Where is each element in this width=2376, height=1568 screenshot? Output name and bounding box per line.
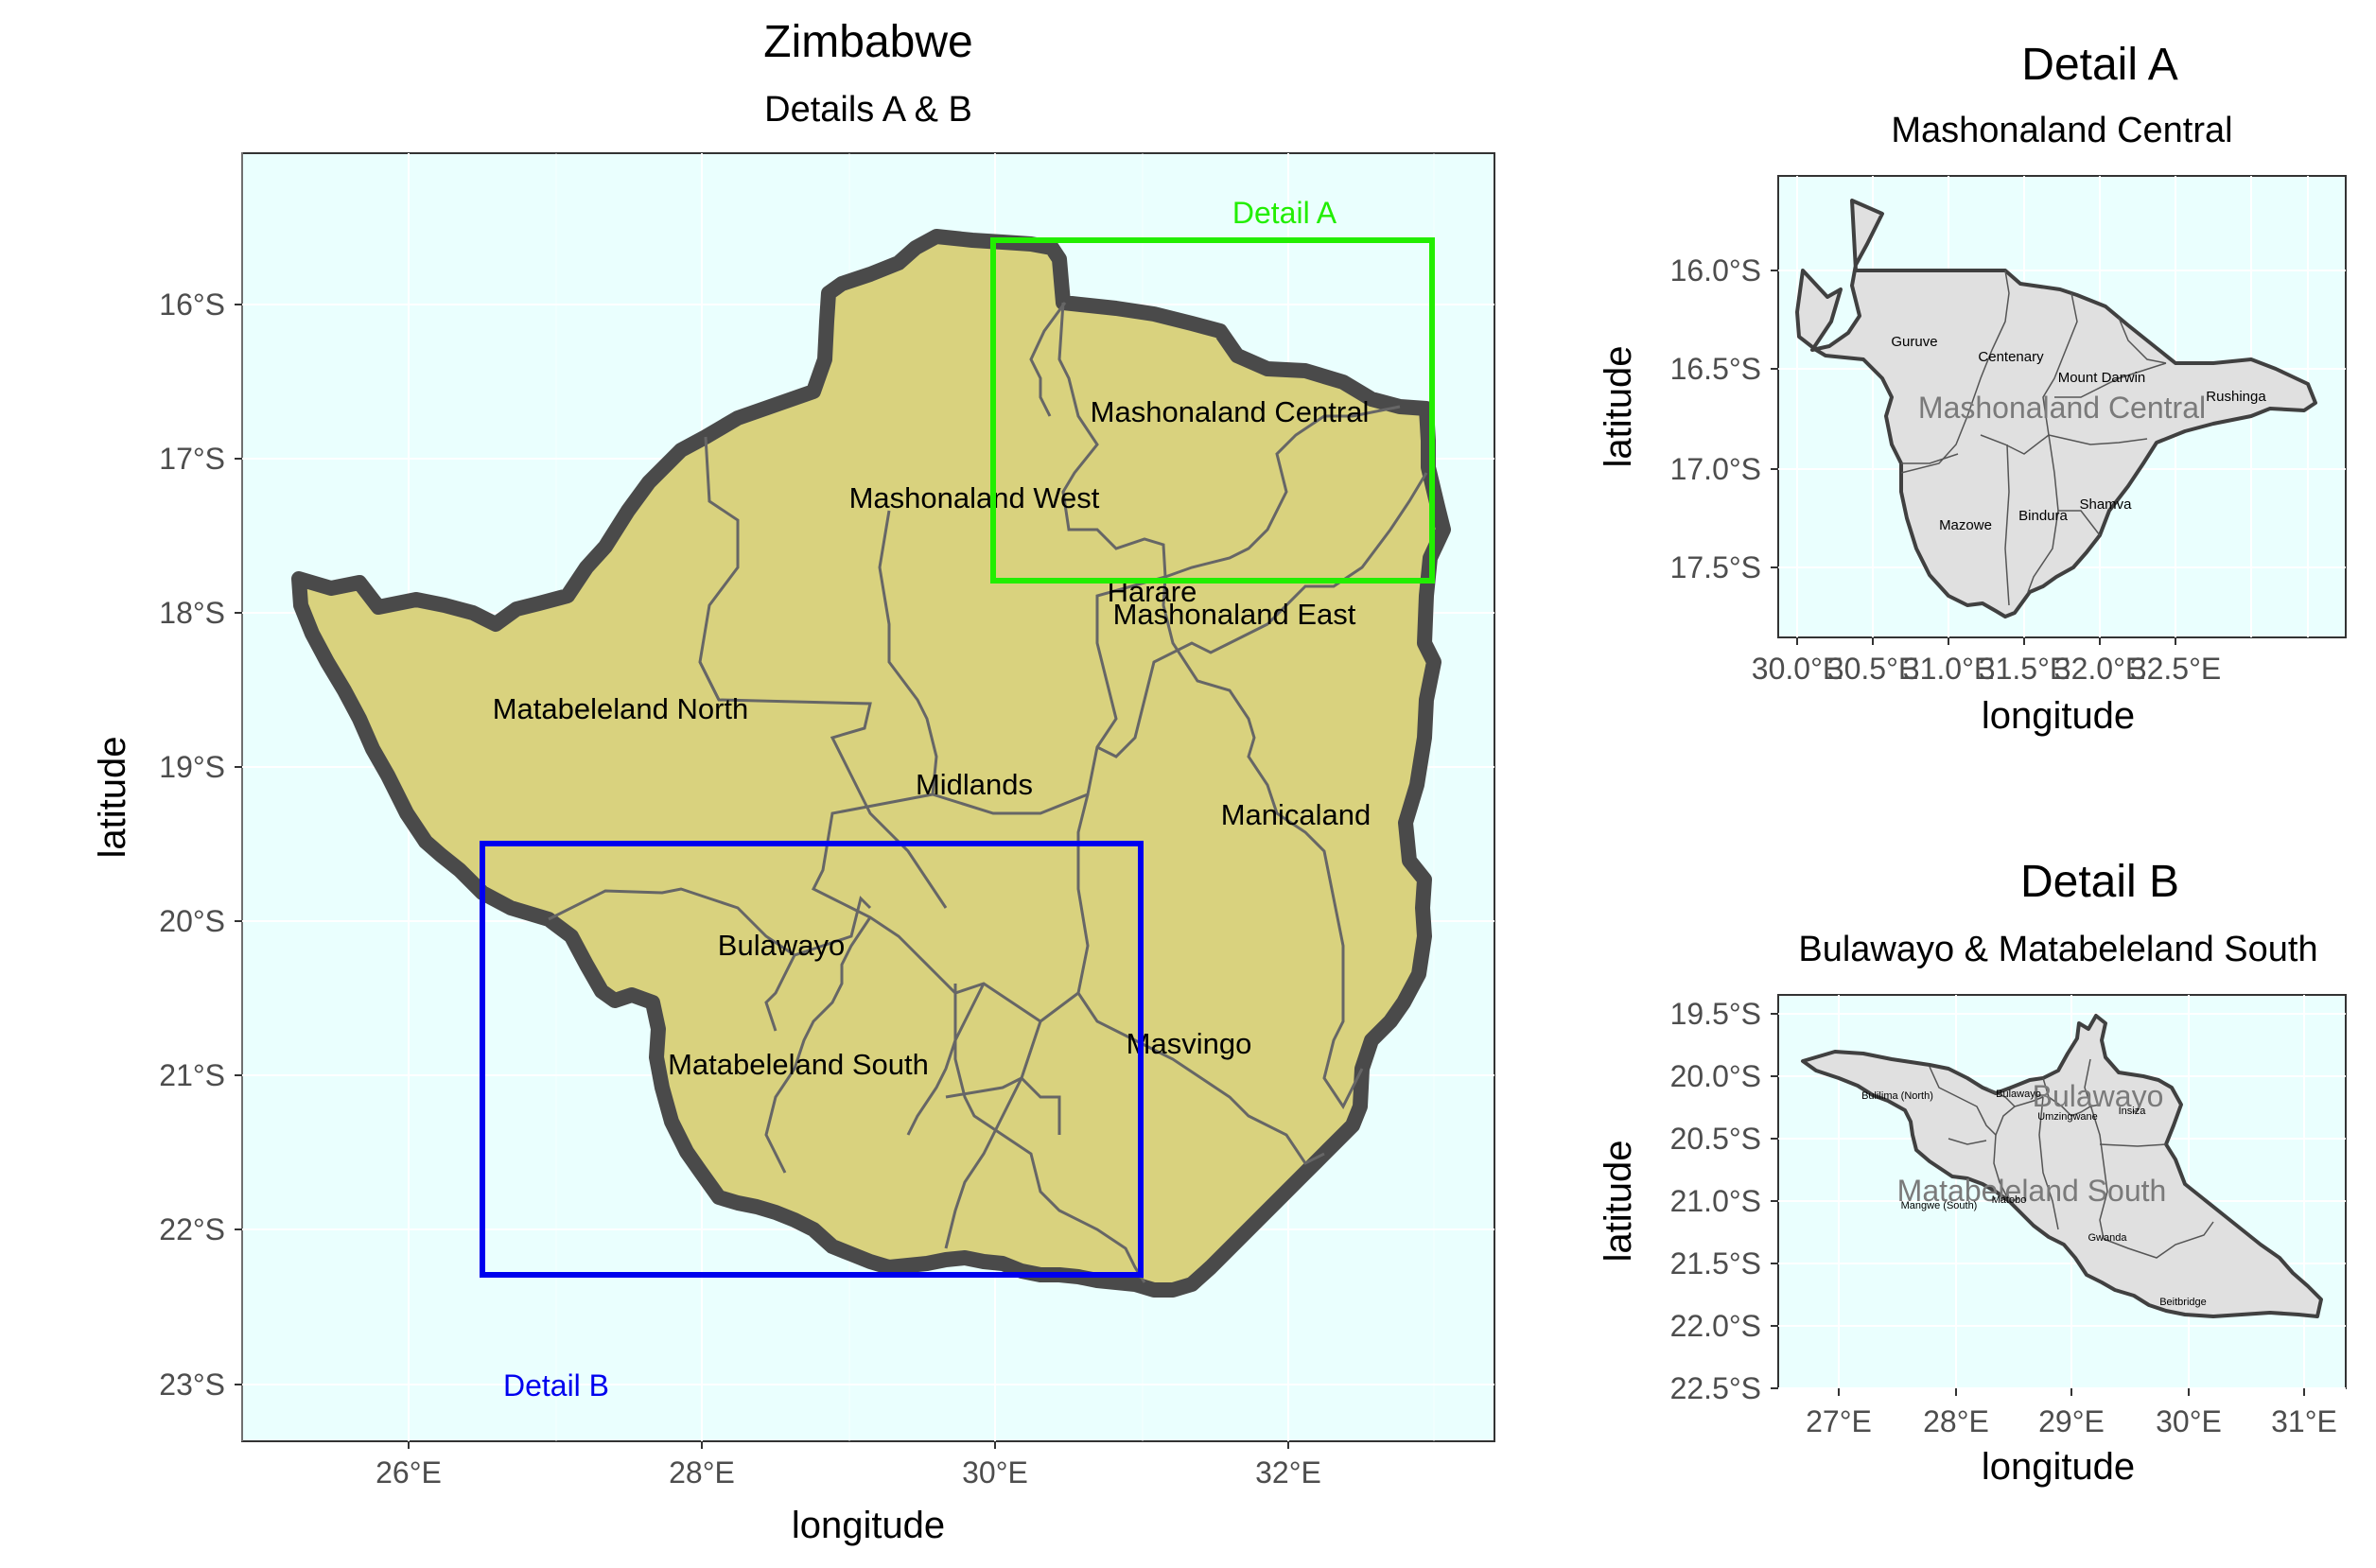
- main-map-panel: Mashonaland Central Mashonaland West Har…: [241, 151, 1495, 1442]
- detail-a-x-tick: 31.5°E: [1979, 652, 2070, 686]
- detail-a-label: Detail A: [1232, 196, 1337, 230]
- district-label-guruve: Guruve: [1891, 334, 1937, 350]
- detail-b-y-tick: 20.0°S: [1670, 1059, 1761, 1093]
- main-y-tick: 17°S: [159, 442, 225, 476]
- detail-a-region-label: Mashonaland Central: [1918, 391, 2206, 425]
- district-label-umzingwane: Umzingwane: [2037, 1111, 2098, 1123]
- main-map-subtitle: Details A & B: [764, 90, 972, 130]
- detail-a-x-tick: 32.5°E: [2130, 652, 2221, 686]
- district-label-mangwe-south: Mangwe (South): [1901, 1200, 1978, 1211]
- matabeleland-south-outline: [1801, 1014, 2323, 1318]
- detail-a-y-tick: 16.0°S: [1670, 253, 1761, 287]
- district-label-mazowe: Mazowe: [1939, 517, 1992, 533]
- main-y-tick: 22°S: [159, 1212, 225, 1246]
- detail-a-y-tick: 17.0°S: [1670, 452, 1761, 486]
- detail-b-x-tick: 29°E: [2038, 1404, 2105, 1438]
- detail-b-district-borders: [1929, 1058, 2214, 1259]
- main-y-tick: 19°S: [159, 750, 225, 784]
- detail-b-y-tick: 22.0°S: [1670, 1309, 1761, 1343]
- main-x-tick: 26°E: [376, 1455, 442, 1490]
- district-label-mount-darwin: Mount Darwin: [2058, 370, 2146, 386]
- detail-b-y-tick: 21.5°S: [1670, 1246, 1761, 1281]
- detail-b-ylabel: latitude: [1598, 1141, 1639, 1263]
- main-y-tick: 20°S: [159, 904, 225, 938]
- detail-a-subtitle: Mashonaland Central: [1891, 111, 2232, 150]
- zimbabwe-outline: [291, 229, 1451, 1298]
- detail-b-y-tick: 21.0°S: [1670, 1184, 1761, 1218]
- district-label-bulilima-north: Bulilima (North): [1861, 1090, 1933, 1102]
- detail-b-xlabel: longitude: [1982, 1446, 2135, 1488]
- detail-a-xlabel: longitude: [1982, 695, 2135, 737]
- district-label-beitbridge: Beitbridge: [2159, 1297, 2207, 1308]
- detail-b-y-tick: 20.5°S: [1670, 1122, 1761, 1156]
- main-map-xlabel: longitude: [792, 1505, 945, 1546]
- region-label-matabeleland-south: Matabeleland South: [668, 1048, 929, 1081]
- main-map-x-axis: 26°E 28°E 30°E 32°E longitude: [376, 1441, 1321, 1546]
- detail-a-x-tick: 31.0°E: [1903, 652, 1994, 686]
- detail-b-x-tick: 30°E: [2156, 1404, 2222, 1438]
- district-label-centenary: Centenary: [1978, 349, 2044, 365]
- detail-b-y-axis: 19.5°S 20.0°S 20.5°S 21.0°S 21.5°S 22.0°…: [1598, 997, 1778, 1405]
- region-label-mashonaland-west: Mashonaland West: [849, 481, 1100, 514]
- detail-a-x-tick: 32.0°E: [2054, 652, 2145, 686]
- region-label-midlands: Midlands: [916, 768, 1033, 801]
- detail-a-y-tick: 17.5°S: [1670, 550, 1761, 584]
- region-label-mashonaland-east: Mashonaland East: [1113, 598, 1356, 631]
- detail-a-y-tick: 16.5°S: [1670, 352, 1761, 386]
- detail-a-title: Detail A: [2021, 40, 2177, 90]
- detail-b-region-label-matabeleland-south: Matabeleland South: [1897, 1174, 2167, 1208]
- detail-a-ylabel: latitude: [1598, 346, 1639, 468]
- main-x-tick: 32°E: [1255, 1455, 1321, 1490]
- main-y-tick: 23°S: [159, 1368, 225, 1402]
- district-label-insiza: Insiza: [2119, 1106, 2147, 1117]
- district-label-matobo: Matobo: [1992, 1194, 2027, 1206]
- district-label-bindura: Bindura: [2018, 508, 2068, 524]
- district-label-bulawayo: Bulawayo: [1996, 1089, 2041, 1100]
- district-label-rushinga: Rushinga: [2206, 389, 2266, 405]
- region-label-manicaland: Manicaland: [1221, 798, 1371, 831]
- main-y-tick: 21°S: [159, 1058, 225, 1092]
- detail-b-title: Detail B: [2020, 857, 2179, 907]
- region-label-masvingo: Masvingo: [1127, 1027, 1252, 1060]
- detail-b-subtitle: Bulawayo & Matabeleland South: [1798, 930, 2317, 969]
- detail-b-x-axis: 27°E 28°E 29°E 30°E 31°E longitude: [1806, 1388, 2337, 1488]
- detail-b-y-tick: 19.5°S: [1670, 997, 1761, 1031]
- region-label-matabeleland-north: Matabeleland North: [493, 692, 749, 725]
- detail-a-x-tick: 30.5°E: [1827, 652, 1918, 686]
- detail-a-x-tick: 30.0°E: [1752, 652, 1843, 686]
- main-y-tick: 18°S: [159, 596, 225, 630]
- detail-a-district-borders: [1900, 270, 2167, 606]
- detail-b-y-tick: 22.5°S: [1670, 1371, 1761, 1405]
- main-map-ylabel: latitude: [92, 737, 133, 859]
- main-map-title: Zimbabwe: [763, 17, 972, 67]
- region-label-mashonaland-central: Mashonaland Central: [1091, 395, 1370, 428]
- detail-b-label: Detail B: [503, 1368, 609, 1402]
- main-map-y-axis: 16°S 17°S 18°S 19°S 20°S 21°S 22°S 23°S …: [92, 287, 242, 1402]
- detail-b-x-tick: 31°E: [2271, 1404, 2337, 1438]
- main-y-tick: 16°S: [159, 287, 225, 322]
- district-label-gwanda: Gwanda: [2088, 1232, 2128, 1244]
- detail-a-rectangle: [990, 237, 1435, 584]
- detail-a-y-axis: 16.0°S 16.5°S 17.0°S 17.5°S latitude: [1598, 253, 1778, 584]
- detail-b-x-tick: 28°E: [1923, 1404, 1989, 1438]
- detail-a-panel: Mashonaland Central Guruve Centenary Mou…: [1777, 175, 2347, 638]
- detail-b-region-label-bulawayo: Bulawayo: [2033, 1079, 2164, 1113]
- province-borders: [548, 302, 1428, 1283]
- detail-a-x-axis: 30.0°E 30.5°E 31.0°E 31.5°E 32.0°E 32.5°…: [1752, 637, 2221, 737]
- district-label-shamva: Shamva: [2079, 497, 2132, 513]
- detail-b-panel: Bulawayo Matabeleland South Bulilima (No…: [1777, 994, 2347, 1389]
- main-x-tick: 30°E: [962, 1455, 1028, 1490]
- region-label-bulawayo: Bulawayo: [718, 929, 845, 962]
- detail-b-rectangle: [480, 841, 1144, 1278]
- detail-b-x-tick: 27°E: [1806, 1404, 1872, 1438]
- main-x-tick: 28°E: [669, 1455, 735, 1490]
